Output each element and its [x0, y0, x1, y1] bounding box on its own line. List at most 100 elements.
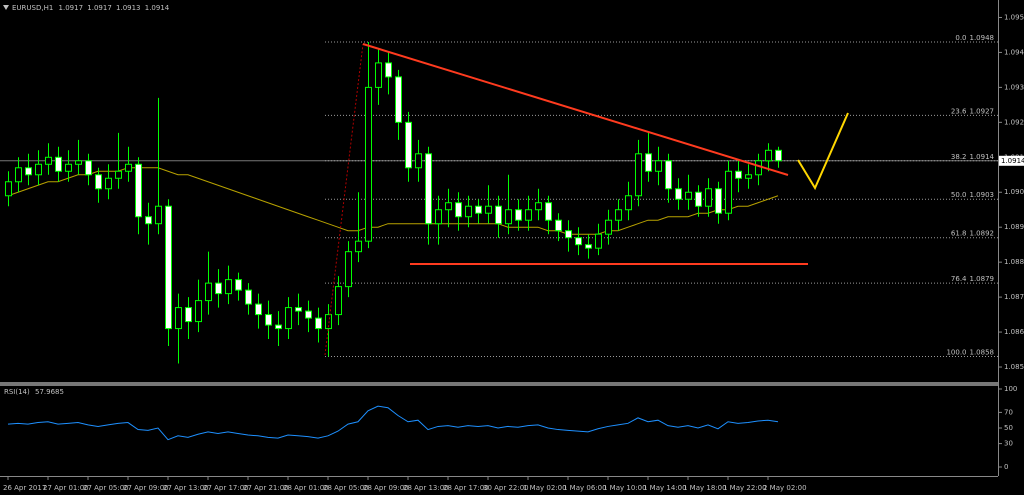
fib-level-price: 1.0879 — [970, 275, 995, 283]
x-tick-label: 27 Apr 13:00 — [163, 484, 209, 492]
candle-body — [695, 191, 702, 207]
x-tick-label: 27 Apr 01:00 — [43, 484, 89, 492]
candle-body — [715, 188, 722, 214]
fib-level-price: 1.0948 — [970, 34, 995, 42]
x-tick-label: 28 Apr 09:00 — [363, 484, 409, 492]
x-tick-label: 1 May 10:00 — [603, 484, 647, 492]
fib-level-price: 1.0927 — [970, 107, 995, 115]
candle-body — [515, 209, 522, 221]
y-tick-label: 30 — [1004, 440, 1013, 448]
candle-body — [215, 282, 222, 295]
candle-body — [415, 153, 422, 169]
candle-body — [75, 160, 82, 165]
candle-body — [615, 209, 622, 221]
candle-body — [735, 170, 742, 179]
fib-level-price: 1.0903 — [970, 191, 995, 199]
y-tick-label: 1.0945 — [1004, 48, 1024, 56]
candle-body — [115, 170, 122, 179]
candle-body — [635, 153, 642, 197]
rsi-header: RSI(14) 57.9685 — [4, 388, 64, 396]
candle-body — [665, 160, 672, 190]
x-tick-label: 27 Apr 05:00 — [83, 484, 129, 492]
candle-body — [385, 62, 392, 78]
candle-body — [405, 121, 412, 169]
fib-level-name: 76.4 — [951, 275, 967, 283]
y-tick-label: 1.0905 — [1004, 188, 1024, 196]
fib-label: 0.0 1.0948 — [955, 34, 994, 42]
projection-path[interactable] — [797, 112, 849, 191]
y-tick-label: 1.0895 — [1004, 223, 1024, 231]
x-tick-label: 30 Apr 22:00 — [483, 484, 529, 492]
y-tick-label: 100 — [1004, 385, 1017, 393]
x-tick-label: 1 May 06:00 — [563, 484, 607, 492]
candle-body — [535, 202, 542, 211]
candle-body — [185, 307, 192, 323]
candle-body — [325, 314, 332, 330]
y-tick-label: 1.0875 — [1004, 293, 1024, 301]
symbol: EURUSD,H1 — [12, 4, 53, 12]
candle-body — [375, 62, 382, 88]
candle-body — [355, 240, 362, 253]
fib-level-name: 50.0 — [951, 191, 967, 199]
x-tick-label: 27 Apr 09:00 — [123, 484, 169, 492]
candle-body — [15, 167, 22, 183]
rsi-title: RSI(14) — [4, 388, 30, 396]
candle-body — [595, 233, 602, 249]
quote-open: 1.0917 — [59, 4, 84, 12]
candle-body — [95, 174, 102, 190]
candle-body — [245, 289, 252, 305]
candle-body — [105, 177, 112, 190]
candle-body — [445, 202, 452, 211]
candle-body — [395, 76, 402, 123]
candle-body — [195, 300, 202, 323]
quote-close: 1.0914 — [145, 4, 170, 12]
candle-body — [675, 188, 682, 200]
candle-body — [335, 286, 342, 316]
candle-body — [765, 149, 772, 162]
candle-body — [575, 237, 582, 246]
y-tick-label: 70 — [1004, 408, 1013, 416]
candle-body — [565, 230, 572, 239]
candle-body — [745, 174, 752, 179]
candle-body — [225, 279, 232, 295]
fib-label: 50.0 1.0903 — [951, 191, 994, 199]
price-box — [999, 155, 1024, 166]
y-tick-label: 50 — [1004, 424, 1013, 432]
candle-body — [605, 219, 612, 235]
y-tick-label: 1.0925 — [1004, 118, 1024, 126]
fib-level-name: 23.6 — [951, 107, 967, 115]
candle-body — [495, 205, 502, 225]
candle-body — [175, 307, 182, 330]
fib-level-price: 1.0892 — [970, 230, 995, 238]
x-tick-label: 28 Apr 13:00 — [403, 484, 449, 492]
candle-body — [25, 167, 32, 176]
candle-body — [265, 314, 272, 326]
price-box-label: 1.0914 — [1001, 157, 1024, 165]
symbol-icon — [3, 5, 9, 10]
y-tick-label: 0 — [1004, 463, 1008, 471]
candle-body — [165, 205, 172, 330]
candle-body — [525, 209, 532, 221]
candle-body — [295, 307, 302, 312]
candle-body — [685, 191, 692, 200]
x-tick-label: 1 May 22:00 — [723, 484, 767, 492]
trendline-resistance[interactable] — [362, 43, 789, 176]
x-tick-label: 28 Apr 17:00 — [443, 484, 489, 492]
candle-body — [655, 160, 662, 172]
candle-body — [155, 205, 162, 225]
fib-level-name: 61.8 — [951, 230, 967, 238]
candle-body — [545, 202, 552, 221]
candle-body — [455, 202, 462, 218]
fib-level-price: 1.0914 — [970, 153, 995, 161]
x-tick-label: 28 Apr 05:00 — [323, 484, 369, 492]
candle-body — [5, 181, 12, 197]
fib-label: 100.0 1.0858 — [946, 349, 994, 357]
candle-body — [205, 282, 212, 302]
candle-body — [755, 160, 762, 176]
fib-label: 23.6 1.0927 — [951, 107, 994, 115]
candle-body — [55, 156, 62, 172]
x-tick-label: 27 Apr 21:00 — [243, 484, 289, 492]
candle-body — [235, 279, 242, 291]
candle-body — [705, 188, 712, 207]
